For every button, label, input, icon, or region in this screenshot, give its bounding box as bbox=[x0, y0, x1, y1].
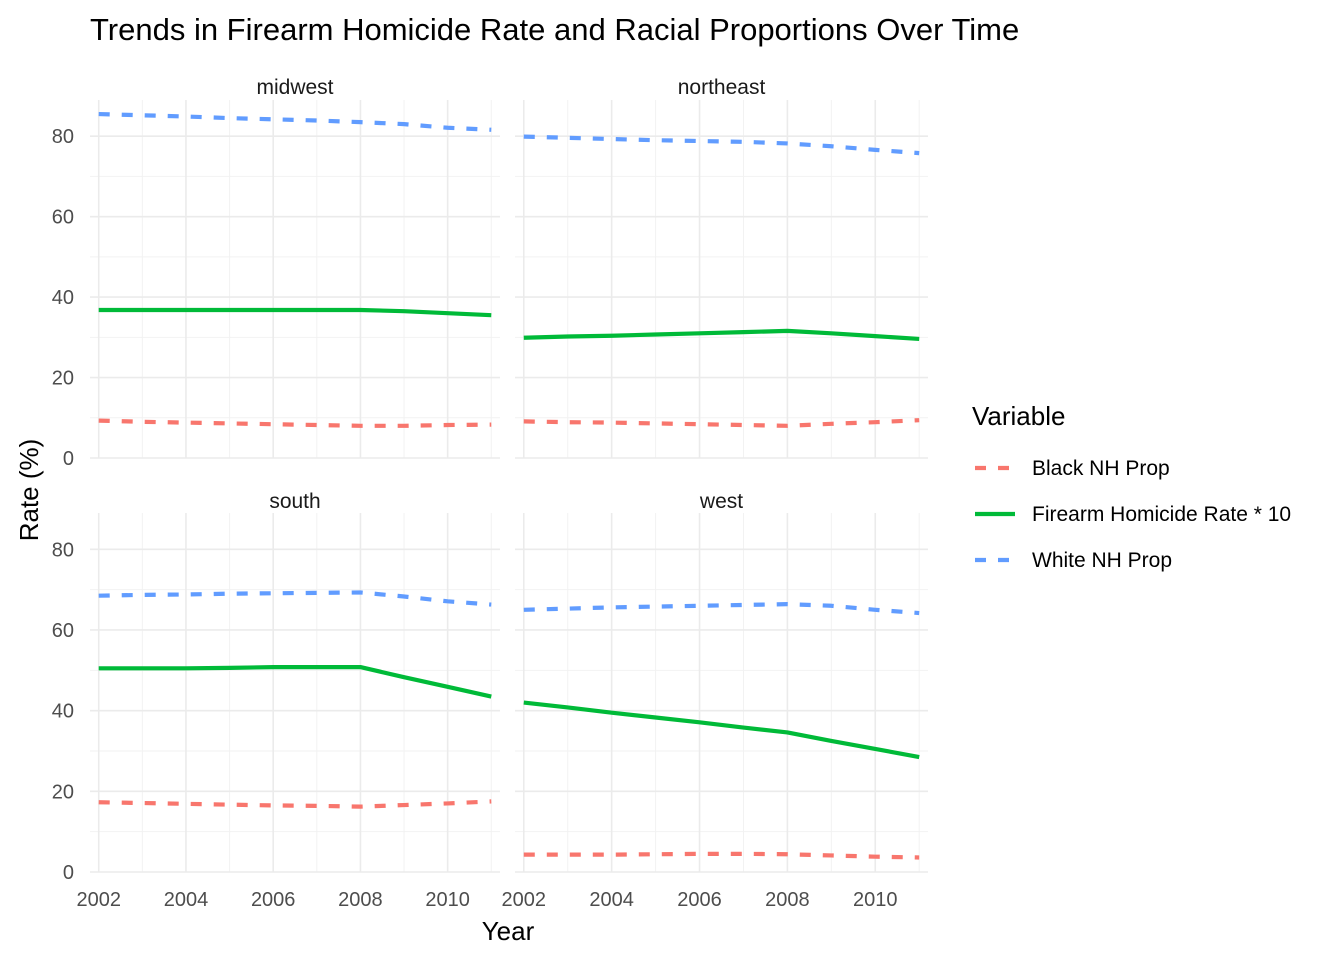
x-tick-label: 2008 bbox=[338, 889, 383, 911]
panel-midwest: midwest 0 20 40 60 80 bbox=[52, 76, 500, 470]
x-tick-label: 2006 bbox=[677, 889, 722, 911]
series-line-black-nh-prop bbox=[98, 799, 492, 809]
y-tick-label: 60 bbox=[52, 207, 74, 229]
series-line-white-nh-prop bbox=[523, 134, 920, 156]
series-line-white-nh-prop bbox=[523, 602, 920, 616]
y-tick-label: 20 bbox=[52, 781, 74, 803]
x-tick-label: 2004 bbox=[164, 889, 209, 911]
legend-label: White NH Prop bbox=[1032, 549, 1172, 572]
x-tick-label: 2006 bbox=[251, 889, 296, 911]
legend-label: Black NH Prop bbox=[1032, 457, 1170, 480]
x-tick-label: 2004 bbox=[589, 889, 634, 911]
series-line-white-nh-prop bbox=[98, 111, 492, 132]
panel-strip-label: west bbox=[699, 490, 743, 513]
series-line-white-nh-prop bbox=[98, 590, 492, 607]
panel-south: south 0 20 40 60 80 2002 2004 2006 2008 2010 bbox=[52, 490, 500, 911]
legend-title: Variable bbox=[972, 401, 1065, 431]
y-tick-label: 40 bbox=[52, 287, 74, 309]
x-tick-label: 2010 bbox=[425, 889, 470, 911]
legend: Variable Black NH Prop Firearm Homicide Ra… bbox=[972, 401, 1291, 572]
chart-title: Trends in Firearm Homicide Rate and Raci… bbox=[90, 12, 1019, 47]
series-line-black-nh-prop bbox=[523, 418, 920, 428]
x-tick-label: 2010 bbox=[853, 889, 898, 911]
x-tick-label: 2002 bbox=[502, 889, 547, 911]
series-line-firearm-homicide-rate-10 bbox=[523, 328, 920, 342]
y-tick-label: 0 bbox=[63, 862, 74, 884]
y-tick-label: 0 bbox=[63, 448, 74, 470]
series-line-firearm-homicide-rate-10 bbox=[523, 700, 920, 760]
series-line-firearm-homicide-rate-10 bbox=[98, 664, 492, 699]
legend-item-black-nh-prop: Black NH Prop bbox=[975, 457, 1170, 480]
x-tick-label: 2008 bbox=[765, 889, 810, 911]
y-tick-label: 20 bbox=[52, 368, 74, 390]
y-tick-label: 40 bbox=[52, 701, 74, 723]
legend-item-white-nh-prop: White NH Prop bbox=[975, 549, 1172, 572]
y-axis-title: Rate (%) bbox=[14, 439, 44, 542]
series-line-firearm-homicide-rate-10 bbox=[98, 307, 492, 318]
series-line-black-nh-prop bbox=[98, 418, 492, 428]
x-axis-title: Year bbox=[482, 916, 535, 946]
y-tick-label: 60 bbox=[52, 620, 74, 642]
panel-strip-label: northeast bbox=[678, 76, 766, 99]
legend-label: Firearm Homicide Rate * 10 bbox=[1032, 503, 1291, 526]
series-line-black-nh-prop bbox=[523, 851, 920, 860]
y-tick-label: 80 bbox=[52, 126, 74, 148]
y-tick-label: 80 bbox=[52, 539, 74, 561]
panel-northeast: northeast bbox=[515, 76, 928, 459]
panel-strip-label: south bbox=[269, 490, 320, 513]
panel-strip-label: midwest bbox=[256, 76, 333, 99]
legend-item-firearm-homicide-rate-10: Firearm Homicide Rate * 10 bbox=[975, 503, 1291, 526]
panel-west: west 2002 2004 2006 2008 2010 bbox=[502, 490, 928, 911]
x-tick-label: 2002 bbox=[76, 889, 121, 911]
